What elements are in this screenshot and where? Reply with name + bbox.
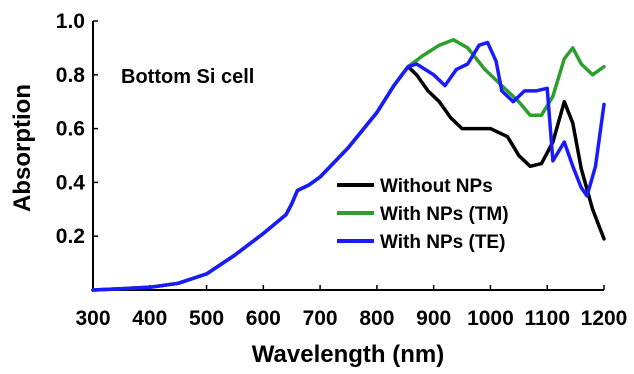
y-tick-label: 0.8 [56, 64, 86, 87]
x-tick-label: 300 [75, 307, 110, 330]
y-tick-label: 0.6 [56, 118, 85, 141]
y-tick-label: 0.2 [56, 225, 85, 248]
legend-label-with-nps-tm: With NPs (TM) [380, 204, 509, 225]
legend: Without NPs With NPs (TM) With NPs (TE) [337, 176, 509, 253]
x-tick-label: 800 [359, 307, 394, 330]
text-layer: Absorption Wavelength (nm) Bottom Si cel… [9, 66, 444, 368]
series-line-with-nps-te [91, 40, 606, 292]
x-tick-label: 1200 [581, 307, 628, 330]
axes-layer: 300 400 500 600 700 800 900 1000 1100 1200 0.2 0.4 0… [56, 10, 628, 330]
x-tick-label: 900 [416, 307, 451, 330]
x-tick-label: 1100 [524, 307, 570, 330]
x-tick-label: 400 [132, 307, 167, 330]
series-layer [91, 38, 606, 292]
y-tick-label: 1.0 [56, 10, 85, 33]
series-line-without-nps [91, 64, 606, 292]
bottom-si-cell-label: Bottom Si cell [121, 66, 254, 88]
y-axis-title: Absorption [9, 84, 36, 212]
x-axis-title: Wavelength (nm) [252, 341, 444, 368]
x-tick-label: 1000 [467, 307, 514, 330]
legend-label-without-nps: Without NPs [380, 176, 493, 197]
x-tick-label: 600 [246, 307, 281, 330]
legend-label-with-nps-te: With NPs (TE) [380, 232, 505, 253]
y-tick-label: 0.4 [56, 171, 86, 194]
x-tick-label: 700 [303, 307, 338, 330]
x-tick-label: 500 [189, 307, 224, 330]
